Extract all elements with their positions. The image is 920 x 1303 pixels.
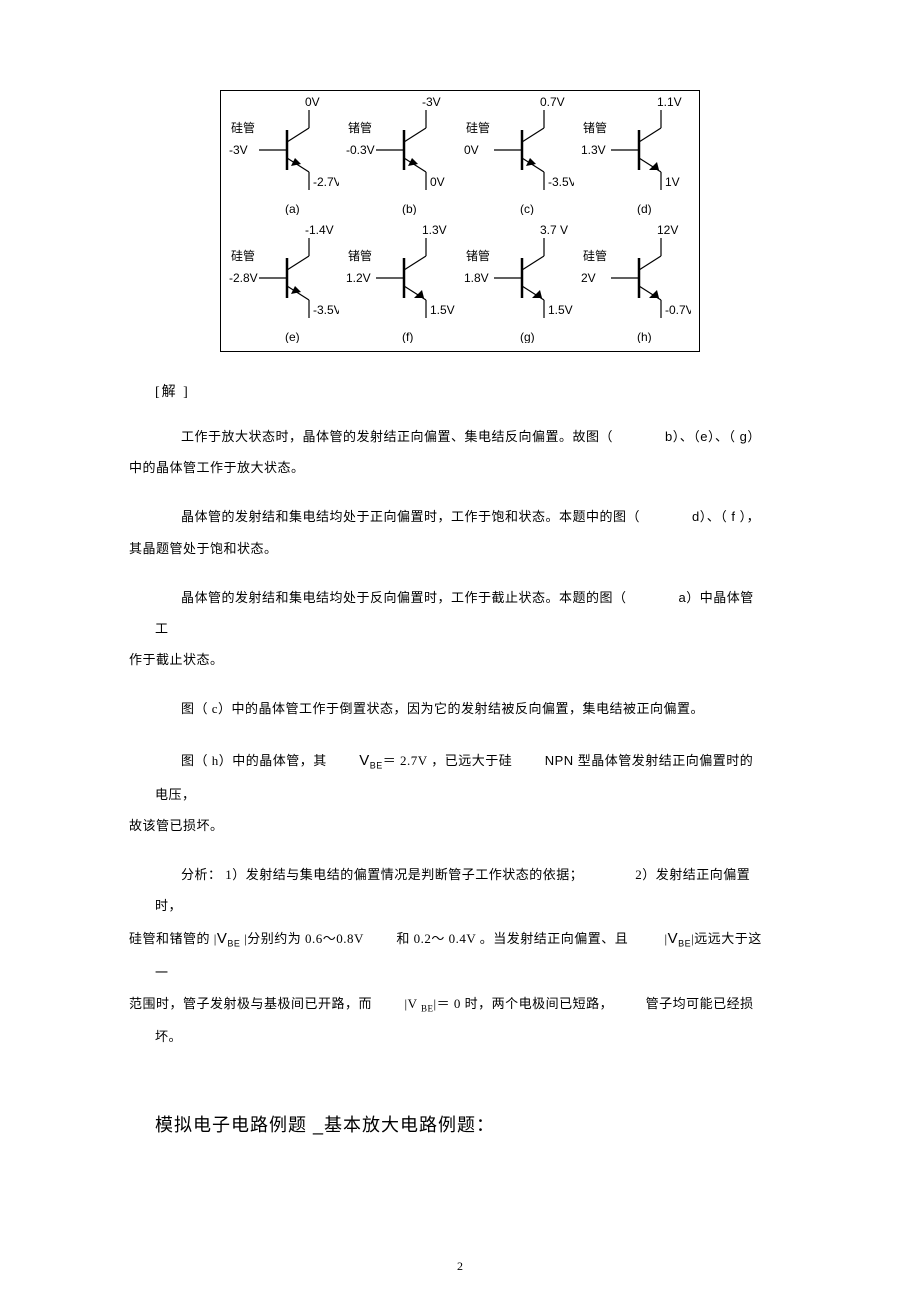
p6-text-e: |	[661, 931, 668, 946]
p6-text-h: |V	[405, 996, 422, 1011]
paragraph-5: 图（ h）中的晶体管，其VBE＝ 2.7V ，已远大于硅NPN 型晶体管发射结正…	[155, 743, 765, 841]
p1-text-c: 中的晶体管工作于放大状态。	[129, 460, 305, 475]
p6-vbe1-sub: BE	[227, 939, 240, 949]
transistor-c-icon: 0.7V 硅管 0V -3.5V (c)	[464, 95, 574, 215]
svg-text:(h): (h)	[637, 330, 652, 343]
svg-text:0V: 0V	[464, 143, 479, 157]
svg-text:锗管: 锗管	[583, 120, 607, 135]
svg-text:锗管: 锗管	[348, 248, 372, 263]
page-number: 2	[457, 1257, 463, 1275]
svg-text:-3V: -3V	[422, 95, 441, 109]
transistor-h-icon: 12V 硅管 2V -0.7V (h)	[581, 223, 691, 343]
svg-text:(f): (f)	[402, 330, 413, 343]
circuit-diagram-container: 0V 硅管 -3V -2.7V (a) -3V 锗管 -0.3V 0V (b) …	[220, 90, 700, 352]
p6-vbe2-sub: BE	[678, 939, 691, 949]
svg-text:1.3V: 1.3V	[581, 143, 606, 157]
p1-text-a: 工作于放大状态时，晶体管的发射结正向偏置、集电结反向偏置。故图（	[181, 429, 613, 444]
svg-text:-3.5V: -3.5V	[313, 303, 339, 317]
section-heading: 模拟电子电路例题 _基本放大电路例题：	[155, 1112, 765, 1139]
p5-vbe-v: V	[359, 752, 370, 769]
svg-text:1.3V: 1.3V	[422, 223, 447, 237]
svg-text:1.8V: 1.8V	[464, 271, 489, 285]
transistor-d: 1.1V 锗管 1.3V 1V (d)	[581, 95, 691, 215]
solution-label: [解 ]	[155, 382, 765, 403]
svg-text:0V: 0V	[430, 175, 445, 189]
svg-text:-2.7V: -2.7V	[313, 175, 339, 189]
svg-text:(e): (e)	[285, 330, 300, 343]
transistor-f: 1.3V 锗管 1.2V 1.5V (f)	[346, 223, 456, 343]
svg-text:0V: 0V	[305, 95, 320, 109]
svg-text:硅管: 硅管	[466, 120, 490, 135]
p2-text-c: 其晶题管处于饱和状态。	[129, 541, 278, 556]
p6-text-a: 分析： 1）发射结与集电结的偏置情况是判断管子工作状态的依据；	[181, 867, 583, 882]
p6-text-d2: 和 0.2～ 0.4V 。当发射结正向偏置、且	[396, 931, 628, 946]
p6-text-g: 范围时，管子发射极与基极间已开路，而	[129, 996, 372, 1011]
circuit-row-1: 0V 硅管 -3V -2.7V (a) -3V 锗管 -0.3V 0V (b) …	[229, 95, 691, 215]
svg-text:1V: 1V	[665, 175, 680, 189]
p5-text-a: 图（ h）中的晶体管，其	[181, 753, 327, 768]
transistor-c: 0.7V 硅管 0V -3.5V (c)	[464, 95, 574, 215]
p3-text-a: 晶体管的发射结和集电结均处于反向偏置时，工作于截止状态。本题的图（	[181, 590, 627, 605]
svg-text:1.5V: 1.5V	[548, 303, 573, 317]
svg-text:12V: 12V	[657, 223, 678, 237]
p5-vbe-sub: BE	[370, 760, 383, 770]
paragraph-4: 图（ c）中的晶体管工作于倒置状态，因为它的发射结被反向偏置，集电结被正向偏置。	[155, 693, 765, 724]
svg-text:硅管: 硅管	[583, 248, 607, 263]
svg-text:锗管: 锗管	[348, 120, 372, 135]
p3-text-c: 作于截止状态。	[129, 652, 224, 667]
transistor-e: -1.4V 硅管 -2.8V -3.5V (e)	[229, 223, 339, 343]
p1-text-b: b）、（e）、（ g）	[665, 429, 761, 444]
transistor-h: 12V 硅管 2V -0.7V (h)	[581, 223, 691, 343]
circuit-row-2: -1.4V 硅管 -2.8V -3.5V (e) 1.3V 锗管 1.2V 1.…	[229, 223, 691, 343]
svg-text:-0.3V: -0.3V	[346, 143, 375, 157]
svg-text:锗管: 锗管	[466, 248, 490, 263]
p2-text-b: d）、（ f ），	[692, 509, 760, 524]
transistor-f-icon: 1.3V 锗管 1.2V 1.5V (f)	[346, 223, 456, 343]
svg-text:3.7 V: 3.7 V	[540, 223, 568, 237]
svg-text:硅管: 硅管	[231, 248, 255, 263]
p5-text-b: ＝ 2.7V ，已远大于硅	[383, 753, 512, 768]
svg-text:(b): (b)	[402, 202, 417, 215]
p6-vbe1-v: V	[217, 930, 228, 947]
svg-text:-2.8V: -2.8V	[229, 271, 258, 285]
transistor-b: -3V 锗管 -0.3V 0V (b)	[346, 95, 456, 215]
p6-vbe2-v: V	[668, 930, 679, 947]
svg-text:(c): (c)	[520, 202, 534, 215]
p4-text: 图（ c）中的晶体管工作于倒置状态，因为它的发射结被反向偏置，集电结被正向偏置。	[181, 701, 704, 716]
svg-text:-0.7V: -0.7V	[665, 303, 691, 317]
svg-text:(a): (a)	[285, 202, 300, 215]
svg-text:-3.5V: -3.5V	[548, 175, 574, 189]
svg-text:硅管: 硅管	[231, 120, 255, 135]
transistor-a: 0V 硅管 -3V -2.7V (a)	[229, 95, 339, 215]
paragraph-6: 分析： 1）发射结与集电结的偏置情况是判断管子工作状态的依据；2）发射结正向偏置…	[155, 859, 765, 1052]
svg-text:1.2V: 1.2V	[346, 271, 371, 285]
p2-text-a: 晶体管的发射结和集电结均处于正向偏置时，工作于饱和状态。本题中的图（	[181, 509, 640, 524]
svg-text:-1.4V: -1.4V	[305, 223, 334, 237]
svg-text:2V: 2V	[581, 271, 596, 285]
transistor-b-icon: -3V 锗管 -0.3V 0V (b)	[346, 95, 456, 215]
transistor-a-icon: 0V 硅管 -3V -2.7V (a)	[229, 95, 339, 215]
p6-text-h-sub: BE	[421, 1004, 434, 1014]
transistor-e-icon: -1.4V 硅管 -2.8V -3.5V (e)	[229, 223, 339, 343]
paragraph-2: 晶体管的发射结和集电结均处于正向偏置时，工作于饱和状态。本题中的图（ d）、（ f…	[155, 501, 765, 563]
svg-text:(d): (d)	[637, 202, 652, 215]
transistor-g: 3.7 V 锗管 1.8V 1.5V (g)	[464, 223, 574, 343]
svg-text:1.5V: 1.5V	[430, 303, 455, 317]
p6-text-i: |＝ 0 时，两个电极间已短路，	[434, 996, 614, 1011]
p5-text-d: 故该管已损坏。	[129, 818, 224, 833]
svg-text:1.1V: 1.1V	[657, 95, 682, 109]
p6-text-d: |分别约为 0.6～0.8V	[240, 931, 364, 946]
svg-text:-3V: -3V	[229, 143, 248, 157]
svg-text:(g): (g)	[520, 330, 535, 343]
p6-text-c: 硅管和锗管的 |	[129, 931, 217, 946]
transistor-g-icon: 3.7 V 锗管 1.8V 1.5V (g)	[464, 223, 574, 343]
transistor-d-icon: 1.1V 锗管 1.3V 1V (d)	[581, 95, 691, 215]
paragraph-1: 工作于放大状态时，晶体管的发射结正向偏置、集电结反向偏置。故图（ b）、（e）、（…	[155, 421, 765, 483]
svg-text:0.7V: 0.7V	[540, 95, 565, 109]
paragraph-3: 晶体管的发射结和集电结均处于反向偏置时，工作于截止状态。本题的图（a）中晶体管工…	[155, 582, 765, 676]
